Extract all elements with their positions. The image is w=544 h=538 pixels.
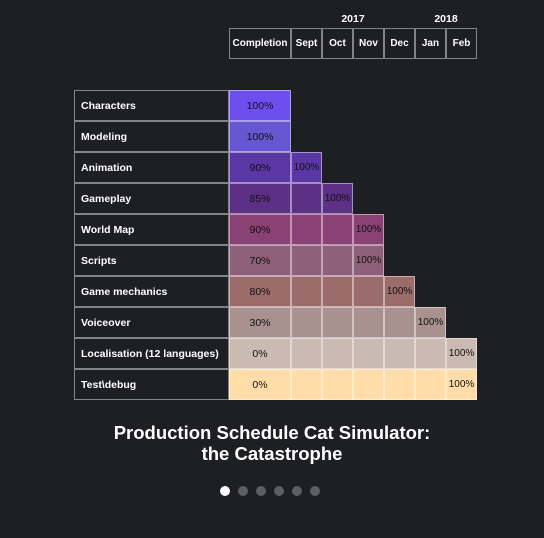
carousel-dot[interactable] xyxy=(310,486,320,496)
schedule-cell xyxy=(322,338,353,369)
finish-cell: 100% xyxy=(322,183,353,214)
schedule-cell xyxy=(322,307,353,338)
column-header: Feb xyxy=(446,28,477,59)
schedule-cell xyxy=(291,214,322,245)
schedule-cell xyxy=(291,276,322,307)
column-header: Oct xyxy=(322,28,353,59)
finish-cell: 100% xyxy=(353,214,384,245)
schedule-cell xyxy=(353,276,384,307)
task-name: Test\debug xyxy=(74,369,229,400)
completion: 100% xyxy=(229,90,291,121)
schedule-cell xyxy=(353,369,384,400)
carousel-dot[interactable] xyxy=(292,486,302,496)
completion: 30% xyxy=(229,307,291,338)
year-label: 2018 xyxy=(434,13,458,25)
title-line: the Catastrophe xyxy=(201,443,343,464)
column-header: Sept xyxy=(291,28,322,59)
carousel-dot[interactable] xyxy=(256,486,266,496)
finish-cell: 100% xyxy=(291,152,322,183)
completion: 0% xyxy=(229,338,291,369)
schedule-cell xyxy=(384,338,415,369)
task-name: Voiceover xyxy=(74,307,229,338)
schedule-cell xyxy=(415,338,446,369)
title: Production Schedule Cat Simulator: the C… xyxy=(0,422,544,464)
finish-cell: 100% xyxy=(384,276,415,307)
task-name: Characters xyxy=(74,90,229,121)
task-name: Gameplay xyxy=(74,183,229,214)
schedule-cell xyxy=(384,369,415,400)
schedule-cell xyxy=(291,338,322,369)
schedule-cell xyxy=(291,245,322,276)
finish-cell: 100% xyxy=(415,307,446,338)
finish-cell: 100% xyxy=(446,338,477,369)
task-name: World Map xyxy=(74,214,229,245)
schedule-cell xyxy=(322,369,353,400)
schedule-cell xyxy=(353,338,384,369)
column-header: Nov xyxy=(353,28,384,59)
task-name: Game mechanics xyxy=(74,276,229,307)
schedule-cell xyxy=(291,307,322,338)
completion: 90% xyxy=(229,214,291,245)
task-name: Localisation (12 languages) xyxy=(74,338,229,369)
title-line: Production Schedule Cat Simulator: xyxy=(113,422,431,443)
column-header: Completion xyxy=(229,28,291,59)
carousel-dot[interactable] xyxy=(274,486,284,496)
completion: 90% xyxy=(229,152,291,183)
finish-cell: 100% xyxy=(353,245,384,276)
completion: 85% xyxy=(229,183,291,214)
column-header: Dec xyxy=(384,28,415,59)
task-name: Animation xyxy=(74,152,229,183)
task-name: Scripts xyxy=(74,245,229,276)
year-label: 2017 xyxy=(341,13,365,25)
task-name: Modeling xyxy=(74,121,229,152)
carousel-dot[interactable] xyxy=(220,486,230,496)
schedule-cell xyxy=(322,245,353,276)
completion: 70% xyxy=(229,245,291,276)
schedule-cell xyxy=(291,369,322,400)
carousel-dot[interactable] xyxy=(238,486,248,496)
schedule-cell xyxy=(384,307,415,338)
schedule-cell xyxy=(322,214,353,245)
completion: 0% xyxy=(229,369,291,400)
schedule-cell xyxy=(415,369,446,400)
completion: 80% xyxy=(229,276,291,307)
schedule-cell xyxy=(291,183,322,214)
completion: 100% xyxy=(229,121,291,152)
column-header: Jan xyxy=(415,28,446,59)
schedule-cell xyxy=(353,307,384,338)
schedule-cell xyxy=(322,276,353,307)
finish-cell: 100% xyxy=(446,369,477,400)
